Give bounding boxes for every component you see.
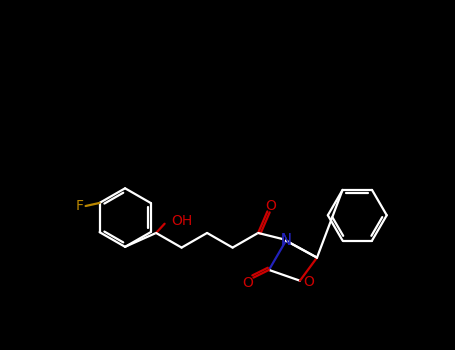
Text: N: N [281,233,292,248]
Text: F: F [76,199,83,213]
Text: O: O [265,199,276,213]
Text: O: O [242,276,253,290]
Text: OH: OH [172,214,193,228]
Text: N: N [281,233,292,248]
Text: O: O [303,275,314,289]
